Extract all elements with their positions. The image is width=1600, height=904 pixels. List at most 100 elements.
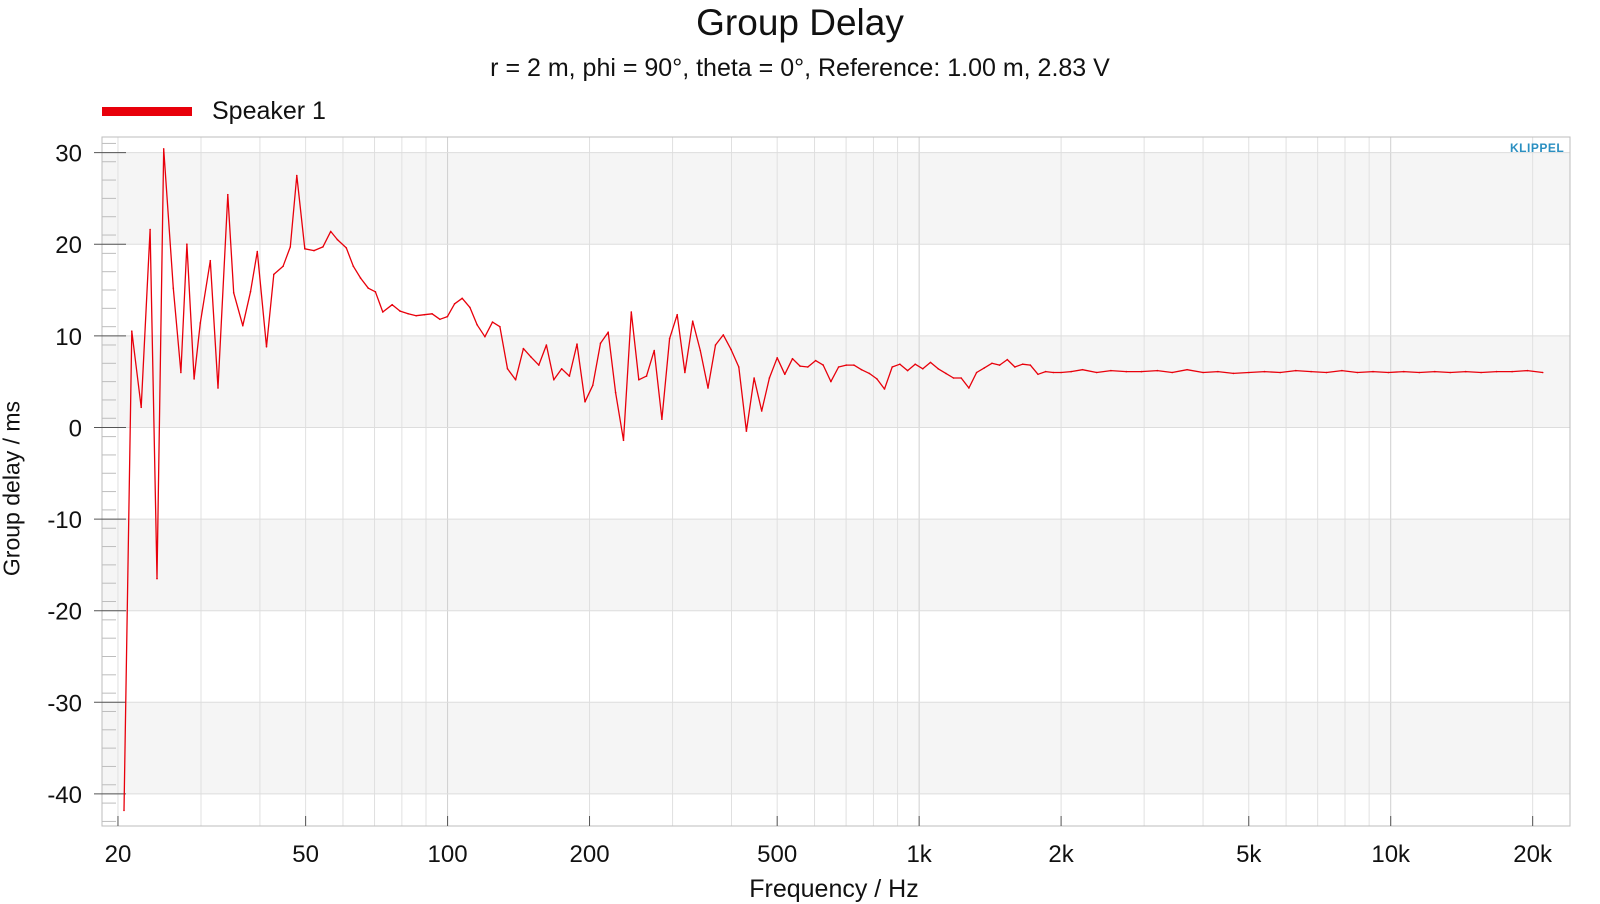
data-point bbox=[1295, 369, 1297, 372]
data-point bbox=[1095, 371, 1098, 374]
data-point bbox=[1217, 370, 1219, 373]
data-point bbox=[1387, 371, 1390, 374]
data-point bbox=[407, 313, 410, 315]
data-point bbox=[1356, 371, 1359, 374]
data-point bbox=[830, 380, 832, 383]
data-point bbox=[1511, 370, 1513, 373]
data-point bbox=[374, 291, 377, 293]
data-point bbox=[423, 313, 426, 316]
data-point bbox=[313, 249, 315, 252]
data-point bbox=[242, 324, 244, 327]
data-point bbox=[180, 371, 182, 374]
data-point bbox=[186, 243, 188, 245]
data-point bbox=[968, 387, 970, 389]
data-point bbox=[753, 377, 755, 379]
data-point bbox=[691, 320, 694, 323]
grid bbox=[102, 137, 1570, 826]
data-point bbox=[553, 379, 555, 381]
data-point bbox=[860, 368, 863, 371]
data-point bbox=[1232, 372, 1235, 375]
data-point bbox=[140, 406, 142, 409]
data-point bbox=[367, 287, 370, 290]
plot-band bbox=[102, 702, 1570, 794]
data-point bbox=[476, 324, 478, 326]
data-point bbox=[1541, 371, 1544, 374]
data-point bbox=[883, 388, 886, 390]
data-point bbox=[522, 347, 525, 350]
x-axis-label: Frequency / Hz bbox=[749, 875, 919, 903]
data-point bbox=[156, 577, 158, 580]
data-point bbox=[256, 250, 259, 253]
data-point bbox=[304, 248, 306, 250]
data-point bbox=[491, 321, 494, 323]
data-point bbox=[906, 369, 909, 372]
data-point bbox=[722, 334, 725, 336]
data-point bbox=[1202, 371, 1204, 374]
data-point bbox=[1434, 370, 1436, 373]
data-point bbox=[209, 259, 212, 262]
data-point bbox=[199, 322, 202, 324]
data-point bbox=[1248, 371, 1250, 374]
data-point bbox=[382, 311, 384, 313]
y-tick-label: -10 bbox=[47, 507, 82, 534]
data-point bbox=[730, 348, 732, 351]
data-point bbox=[714, 344, 717, 346]
data-point bbox=[1029, 364, 1032, 366]
data-point bbox=[439, 318, 441, 321]
data-point bbox=[668, 337, 671, 340]
data-point bbox=[1125, 370, 1128, 373]
plot-band bbox=[102, 335, 1570, 428]
data-point bbox=[791, 357, 794, 360]
data-point bbox=[1495, 370, 1498, 373]
data-point bbox=[661, 418, 663, 421]
data-point bbox=[784, 373, 786, 376]
data-point bbox=[975, 371, 978, 374]
data-point bbox=[1014, 366, 1016, 368]
data-point bbox=[123, 809, 125, 812]
data-point bbox=[845, 364, 848, 366]
x-tick-label: 100 bbox=[428, 841, 468, 868]
data-point bbox=[991, 362, 993, 365]
data-point bbox=[514, 379, 517, 381]
data-point bbox=[614, 391, 617, 394]
plot-area bbox=[102, 137, 1570, 826]
data-point bbox=[607, 331, 609, 334]
data-point bbox=[1052, 371, 1055, 374]
y-axis-label: Group delay / ms bbox=[0, 400, 25, 577]
data-point bbox=[1070, 370, 1072, 373]
data-point bbox=[399, 310, 401, 312]
x-tick-label: 500 bbox=[757, 841, 797, 868]
data-point bbox=[1186, 368, 1188, 371]
data-point bbox=[891, 366, 893, 368]
y-tick-label: -20 bbox=[47, 599, 82, 626]
data-point bbox=[1110, 369, 1112, 372]
data-point bbox=[336, 238, 339, 241]
data-point bbox=[983, 367, 986, 369]
data-point bbox=[193, 378, 195, 380]
data-point bbox=[684, 371, 686, 374]
legend-label-speaker-1: Speaker 1 bbox=[212, 96, 326, 125]
data-point bbox=[745, 430, 748, 432]
chart-subtitle: r = 2 m, phi = 90°, theta = 0°, Referenc… bbox=[490, 54, 1110, 82]
plot-band bbox=[102, 519, 1570, 611]
data-point bbox=[359, 277, 362, 279]
data-point bbox=[273, 273, 275, 276]
data-point bbox=[217, 387, 219, 389]
data-point bbox=[1006, 358, 1009, 361]
data-point bbox=[1060, 371, 1062, 374]
data-point bbox=[415, 314, 418, 317]
data-point bbox=[760, 410, 763, 412]
data-point bbox=[249, 291, 252, 293]
y-tick-label: -40 bbox=[47, 782, 82, 809]
data-point bbox=[469, 306, 471, 309]
data-point bbox=[868, 372, 871, 375]
data-point bbox=[265, 346, 268, 348]
data-point bbox=[822, 364, 824, 366]
data-point bbox=[1480, 371, 1482, 374]
x-tick-label: 20 bbox=[105, 841, 132, 868]
series-layer bbox=[123, 148, 1544, 812]
x-tick-label: 50 bbox=[292, 841, 319, 868]
data-point bbox=[699, 349, 702, 352]
data-point bbox=[960, 377, 962, 379]
